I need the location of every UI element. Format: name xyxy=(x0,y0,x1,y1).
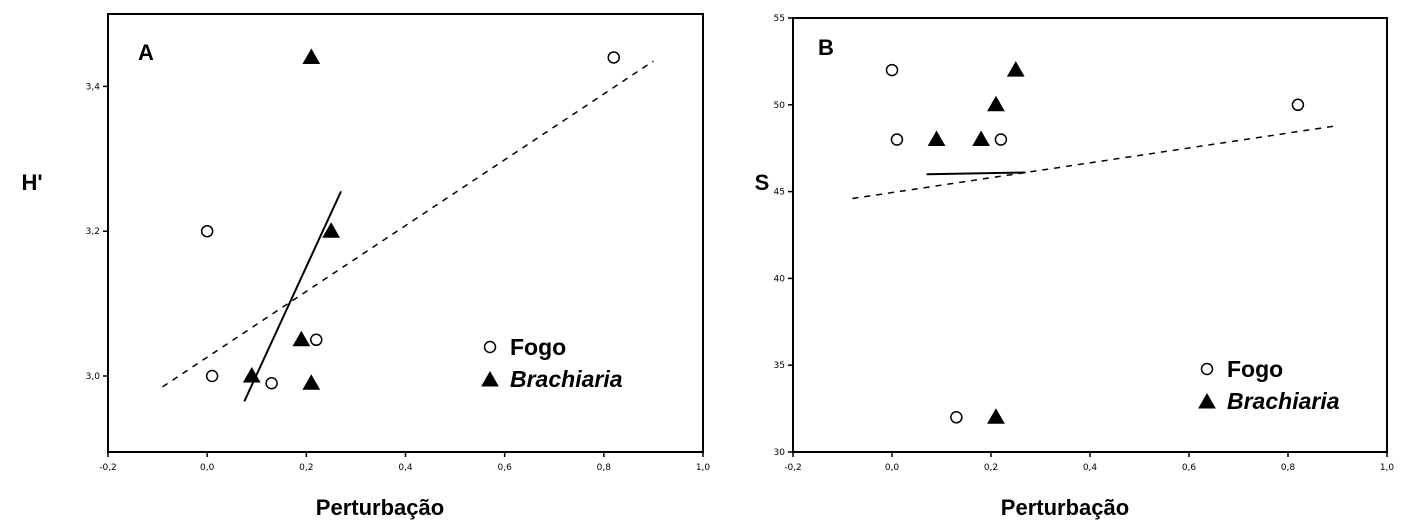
plot-frame xyxy=(792,17,1388,453)
x-axis-title: Perturbação xyxy=(1001,495,1129,520)
point-brachiaria xyxy=(1006,61,1025,77)
fit-line-fogo xyxy=(852,124,1338,200)
panel-a: -0,2 0,0 0,2 0,4 0,6 0,8 1,0 3,0 3,2 3,4 A Perturba… xyxy=(21,13,711,520)
y-tick-label: 3,0 xyxy=(86,372,101,382)
y-tick-label: 3,2 xyxy=(86,227,100,237)
point-fogo xyxy=(205,369,219,383)
legend-label-brachiaria: Brachiaria xyxy=(510,366,623,392)
y-axis-title: S xyxy=(755,170,770,195)
point-brachiaria xyxy=(292,330,311,347)
point-fogo xyxy=(310,333,323,347)
point-brachiaria xyxy=(972,130,990,147)
point-brachiaria xyxy=(322,222,340,238)
point-brachiaria xyxy=(302,48,321,64)
legend-marker-brachiaria xyxy=(1198,392,1216,409)
panel-label: B xyxy=(818,35,834,60)
x-tick-label: 1,0 xyxy=(1380,463,1395,473)
x-axis-title: Perturbação xyxy=(316,495,444,520)
x-tick-label: 0,8 xyxy=(1281,463,1296,473)
fit-line-fogo xyxy=(162,60,654,388)
fit-line-brachiaria xyxy=(926,171,1026,176)
legend: Fogo Brachiaria xyxy=(1198,356,1340,414)
point-brachiaria xyxy=(987,95,1005,112)
x-tick-label: 0,0 xyxy=(200,463,215,473)
y-tick-label: 50 xyxy=(774,101,786,111)
x-tick-label: 0,4 xyxy=(398,463,413,473)
point-brachiaria xyxy=(987,408,1005,424)
y-axis-title: H' xyxy=(21,170,42,195)
y-tick-label: 45 xyxy=(774,188,785,198)
panel-label: A xyxy=(138,40,154,65)
legend-label-fogo: Fogo xyxy=(1227,356,1283,382)
point-fogo xyxy=(890,133,904,146)
x-tick-label: 0,2 xyxy=(299,463,313,473)
x-tick-label: 0,4 xyxy=(1083,463,1098,473)
point-fogo xyxy=(885,63,899,77)
point-fogo xyxy=(607,51,620,64)
x-tick-label: 0,0 xyxy=(885,463,900,473)
x-tick-label: 0,6 xyxy=(498,463,513,473)
x-tick-label: 1,0 xyxy=(696,463,711,473)
legend-marker-fogo xyxy=(483,340,497,354)
y-tick-label: 40 xyxy=(774,274,786,284)
legend-marker-brachiaria xyxy=(481,370,499,387)
x-tick-label: -0,2 xyxy=(784,463,802,473)
point-brachiaria xyxy=(927,130,946,147)
legend-label-fogo: Fogo xyxy=(510,334,566,360)
y-tick-label: 55 xyxy=(774,14,785,24)
x-tick-label: 0,2 xyxy=(984,463,998,473)
point-fogo xyxy=(265,376,278,390)
legend: Fogo Brachiaria xyxy=(481,334,623,392)
point-fogo xyxy=(994,133,1008,146)
legend-marker-fogo xyxy=(1200,362,1214,376)
y-tick-label: 30 xyxy=(774,448,786,458)
point-fogo xyxy=(200,224,214,238)
y-tick-label: 3,4 xyxy=(86,82,101,92)
panel-b: -0,2 0,0 0,2 0,4 0,6 0,8 1,0 30 35 40 45 50 55 B Pertu… xyxy=(755,14,1395,520)
x-tick-label: -0,2 xyxy=(99,463,117,473)
point-brachiaria xyxy=(242,366,261,383)
x-tick-label: 0,6 xyxy=(1182,463,1197,473)
x-tick-label: 0,8 xyxy=(597,463,612,473)
fit-line-brachiaria xyxy=(243,190,342,402)
point-brachiaria xyxy=(302,374,321,390)
point-fogo xyxy=(1291,98,1305,112)
y-tick-label: 35 xyxy=(774,361,785,371)
point-fogo xyxy=(950,411,963,424)
legend-label-brachiaria: Brachiaria xyxy=(1227,388,1340,414)
